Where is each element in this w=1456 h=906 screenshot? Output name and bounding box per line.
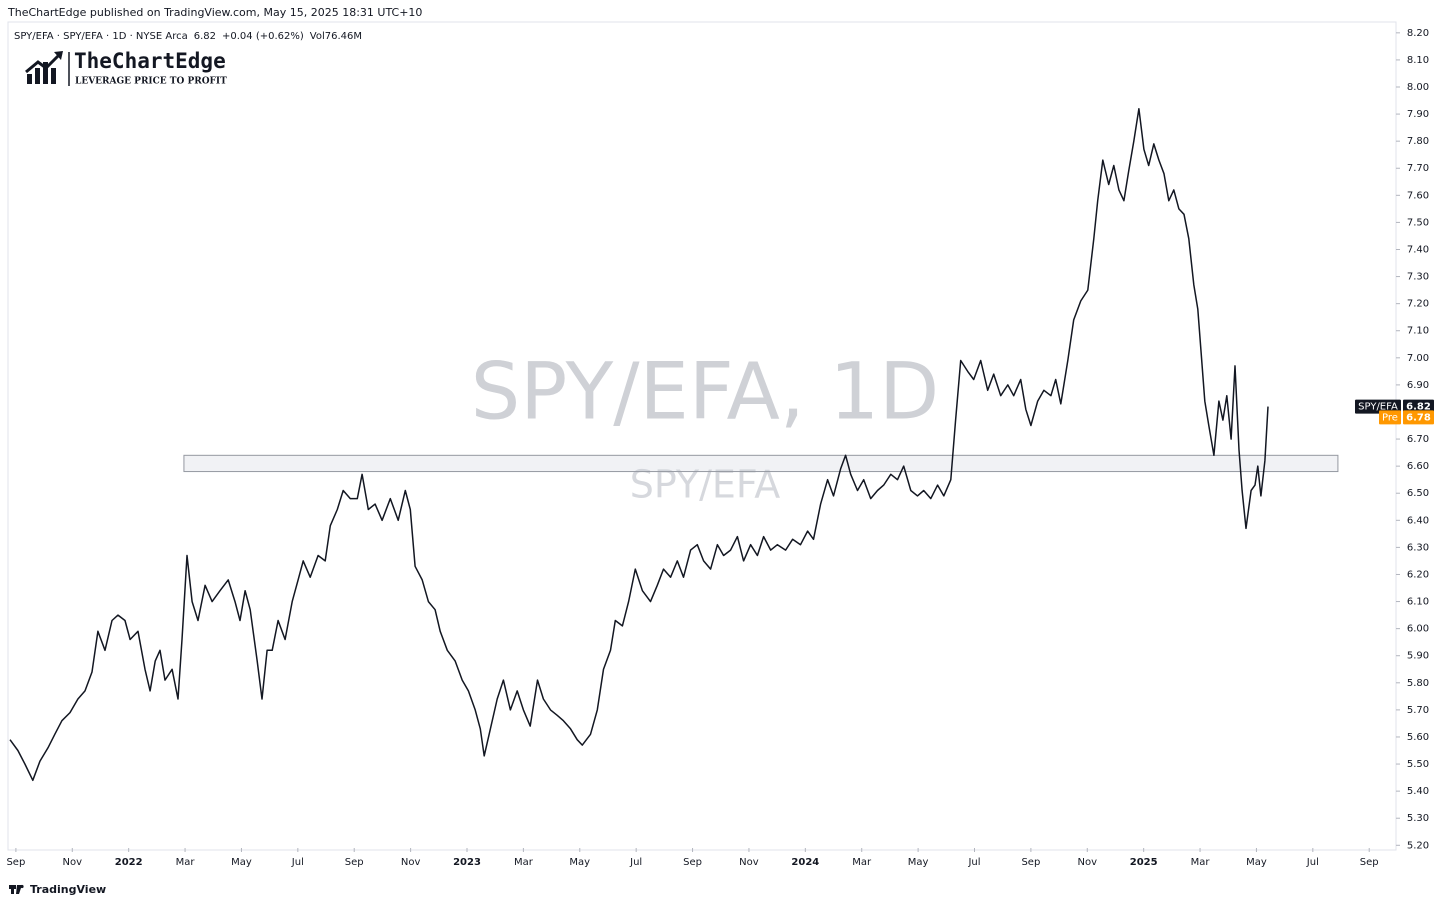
- y-tick-label: 7.00: [1407, 353, 1429, 364]
- publisher-note: TheChartEdge published on TradingView.co…: [8, 6, 423, 19]
- x-tick-label: Jul: [1306, 857, 1319, 868]
- y-tick-label: 6.60: [1407, 461, 1429, 472]
- x-tick-label: 2023: [453, 857, 481, 868]
- price-tag-name-bg: [1355, 399, 1401, 414]
- y-tick-label: 5.70: [1407, 705, 1429, 716]
- y-tick-label: 5.30: [1407, 813, 1429, 824]
- x-tick-label: Nov: [401, 857, 421, 868]
- y-tick-label: 5.60: [1407, 732, 1429, 743]
- tv-logo: [9, 884, 24, 894]
- y-tick-label: 8.20: [1407, 28, 1429, 39]
- price-line: [9, 107, 1269, 782]
- watermark-subtitle: SPY/EFA: [630, 463, 781, 507]
- y-tick-label: 8.00: [1407, 82, 1429, 93]
- x-tick-label: Mar: [852, 857, 872, 868]
- price-tag: [1403, 410, 1434, 425]
- x-tick-label: Mar: [514, 857, 534, 868]
- x-tick-label: Sep: [6, 857, 25, 868]
- x-tick-label: May: [908, 857, 929, 868]
- x-tick-label: Mar: [176, 857, 196, 868]
- x-tick-label: 2022: [115, 857, 143, 868]
- y-tick-label: 5.80: [1407, 678, 1429, 689]
- y-tick-label: 5.90: [1407, 651, 1429, 662]
- y-tick-label: 6.50: [1407, 488, 1429, 499]
- y-tick-label: 6.20: [1407, 569, 1429, 580]
- x-tick-label: May: [231, 857, 252, 868]
- y-tick-label: 7.50: [1407, 217, 1429, 228]
- price-tag-name: Pre: [1382, 412, 1398, 423]
- y-tick-label: 6.90: [1407, 380, 1429, 391]
- footer-brand: TradingView: [30, 883, 107, 896]
- x-tick-label: Sep: [1360, 857, 1379, 868]
- legend-last: 6.82: [193, 31, 216, 42]
- x-tick-label: May: [569, 857, 590, 868]
- x-tick-label: Nov: [1078, 857, 1098, 868]
- price-tag-name-bg: [1379, 410, 1401, 425]
- watermark-title: SPY/EFA, 1D: [471, 347, 939, 437]
- logo-name: TheChartEdge: [74, 49, 226, 73]
- logo-icon: [25, 51, 70, 86]
- y-tick-label: 6.40: [1407, 515, 1429, 526]
- x-tick-label: Sep: [345, 857, 364, 868]
- y-tick-label: 5.50: [1407, 759, 1429, 770]
- legend-volume: Vol76.46M: [309, 31, 362, 42]
- x-tick-label: Mar: [1191, 857, 1211, 868]
- y-tick-label: 6.30: [1407, 542, 1429, 553]
- x-tick-label: Sep: [1021, 857, 1040, 868]
- y-tick-label: 7.80: [1407, 136, 1429, 147]
- legend-symbol: SPY/EFA · SPY/EFA · 1D · NYSE Arca: [14, 31, 188, 42]
- x-tick-label: 2024: [791, 857, 819, 868]
- price-tag-value: 6.82: [1406, 402, 1431, 413]
- x-tick-label: Sep: [683, 857, 702, 868]
- x-tick-label: May: [1246, 857, 1267, 868]
- x-tick-label: Jul: [967, 857, 980, 868]
- y-tick-label: 7.10: [1407, 326, 1429, 337]
- y-tick-label: 7.90: [1407, 109, 1429, 120]
- logo-tagline: LEVERAGE PRICE TO PROFIT: [75, 77, 227, 87]
- y-tick-label: 6.70: [1407, 434, 1429, 445]
- y-tick-label: 7.60: [1407, 190, 1429, 201]
- x-tick-label: Jul: [291, 857, 304, 868]
- y-tick-label: 7.40: [1407, 244, 1429, 255]
- y-tick-label: 7.70: [1407, 163, 1429, 174]
- y-tick-label: 8.10: [1407, 55, 1429, 66]
- x-tick-label: Nov: [63, 857, 83, 868]
- price-tag: [1403, 399, 1434, 414]
- y-tick-label: 7.20: [1407, 299, 1429, 310]
- x-tick-label: Nov: [739, 857, 759, 868]
- y-tick-label: 7.30: [1407, 272, 1429, 283]
- legend-change: +0.04 (+0.62%): [222, 31, 304, 42]
- y-tick-label: 6.00: [1407, 624, 1429, 635]
- price-tag-name: SPY/EFA: [1358, 402, 1398, 413]
- x-tick-label: Jul: [629, 857, 642, 868]
- y-tick-label: 6.10: [1407, 597, 1429, 608]
- plot-frame: [7, 21, 1397, 851]
- x-tick-label: 2025: [1130, 857, 1158, 868]
- zone: [183, 454, 1339, 473]
- price-tag-value: 6.78: [1406, 412, 1431, 423]
- y-tick-label: 5.40: [1407, 786, 1429, 797]
- y-tick-label: 5.20: [1407, 840, 1429, 851]
- legend: SPY/EFA · SPY/EFA · 1D · NYSE Arca 6.82 …: [14, 31, 362, 42]
